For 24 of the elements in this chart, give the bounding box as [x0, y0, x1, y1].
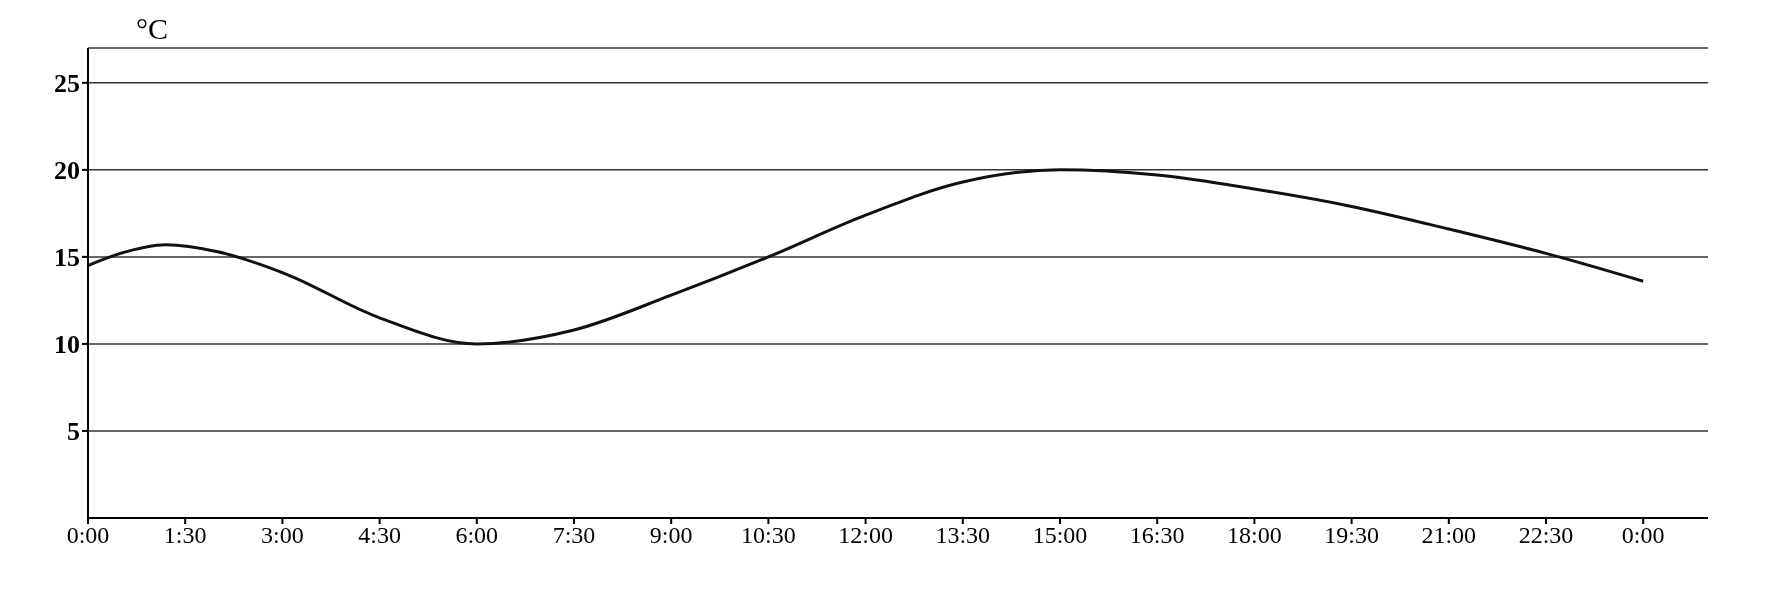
- y-tick-label: 5: [67, 417, 80, 447]
- x-tick-label: 16:30: [1129, 522, 1185, 549]
- x-tick-label: 4:30: [358, 522, 401, 549]
- x-tick-label: 18:00: [1227, 522, 1282, 549]
- y-tick-label: 20: [54, 156, 80, 186]
- y-tick-label: 10: [54, 330, 80, 360]
- x-tick-label: 12:00: [838, 522, 893, 549]
- line-series: [88, 168, 1645, 346]
- y-tick-label: 25: [54, 69, 80, 99]
- x-tick-label: 3:00: [261, 522, 304, 549]
- x-tick-label: 9:00: [649, 522, 693, 549]
- x-tick-label: 13:30: [935, 522, 991, 549]
- x-tick-label: 7:30: [552, 522, 596, 549]
- x-tick-label: 1:30: [163, 522, 207, 549]
- x-tick-label: 10:30: [741, 522, 796, 549]
- y-axis-title: °C: [135, 12, 168, 46]
- y-tick-label: 15: [54, 243, 80, 273]
- x-tick-label: 22:30: [1518, 522, 1574, 549]
- x-tick-label: 0:00: [1621, 522, 1665, 549]
- x-tick-label: 15:00: [1032, 522, 1088, 549]
- x-tick-label: 19:30: [1324, 522, 1379, 549]
- x-tick-label: 21:00: [1421, 522, 1477, 549]
- x-tick-label: 0:00: [66, 522, 110, 549]
- x-tick-label: 6:00: [455, 522, 499, 549]
